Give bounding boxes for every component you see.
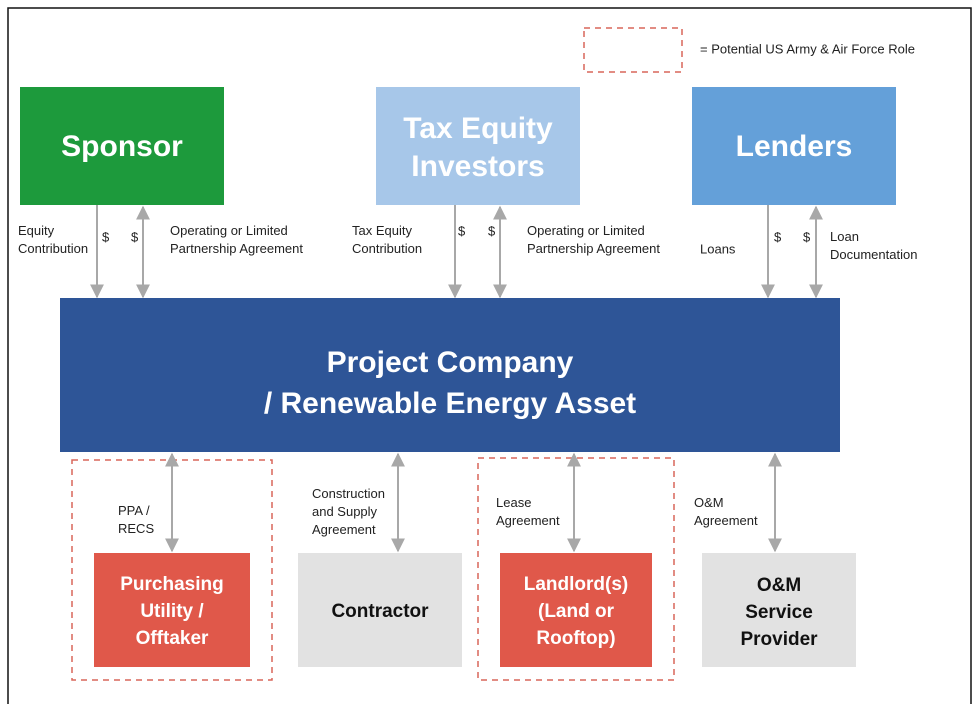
link-label: O&M Agreement (694, 495, 758, 528)
legend-label: = Potential US Army & Air Force Role (700, 41, 915, 56)
project-company-box (60, 298, 840, 452)
link-label: $ (803, 229, 811, 244)
landlord-box (500, 553, 652, 667)
lenders-box (692, 87, 896, 205)
tax-equity-box (376, 87, 580, 205)
link-label: Operating or Limited Partnership Agreemen… (170, 223, 303, 256)
link-label: Lease Agreement (496, 495, 560, 528)
link-label: Loan Documentation (830, 229, 917, 262)
link-label: Construction and Supply Agreement (312, 486, 385, 537)
om-box (702, 553, 856, 667)
link-label: PPA / RECS (118, 503, 154, 536)
node-label: Contractor (331, 601, 429, 622)
node-label: Lenders (736, 130, 853, 163)
node-label: Landlord(s) (Land or Rooftop) (524, 574, 629, 649)
link-label: $ (774, 229, 782, 244)
link-label: $ (102, 229, 110, 244)
contractor-box (298, 553, 462, 667)
link-label: Operating or Limited Partnership Agreemen… (527, 223, 660, 256)
sponsor-box (20, 87, 224, 205)
link-label: Equity Contribution (18, 223, 88, 256)
node-label: Tax Equity Investors (403, 112, 553, 183)
link-label: $ (131, 229, 139, 244)
link-label: $ (488, 223, 496, 238)
offtaker-box (94, 553, 250, 667)
link-label: $ (458, 223, 466, 238)
link-label: Tax Equity Contribution (352, 223, 422, 256)
node-label: O&M Service Provider (740, 575, 818, 650)
legend-swatch (583, 27, 683, 73)
node-label: Project Company / Renewable Energy Asset (264, 346, 636, 420)
frame (7, 7, 972, 704)
link-label: Loans (700, 241, 736, 256)
node-label: Sponsor (61, 130, 183, 163)
node-label: Purchasing Utility / Offtaker (120, 574, 223, 649)
